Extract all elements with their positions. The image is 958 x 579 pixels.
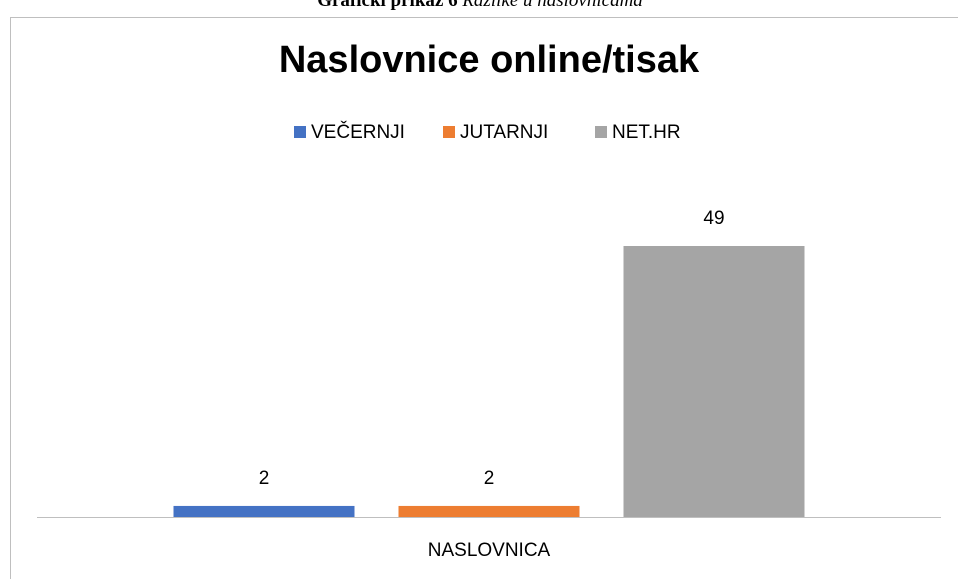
data-label: 2 [484, 468, 495, 489]
bar [173, 505, 355, 517]
caption-label: Grafički prikaz 6 [317, 0, 457, 11]
legend-label: JUTARNJI [460, 122, 548, 143]
legend-swatch [443, 126, 455, 138]
data-label: 49 [703, 208, 724, 229]
bar [623, 246, 805, 517]
bar [398, 505, 580, 517]
legend-label: VEČERNJI [311, 121, 405, 143]
caption-text: Razlike u naslovnicama [461, 0, 642, 11]
caption: Grafički prikaz 6 Razlike u naslovnicama [317, 0, 643, 11]
chart-border [10, 17, 958, 579]
chart-title: Naslovnice online/tisak [279, 39, 700, 81]
data-label: 2 [259, 468, 270, 489]
x-tick-label: NASLOVNICA [428, 540, 551, 561]
legend-label: NET.HR [612, 122, 681, 143]
legend-swatch [595, 126, 607, 138]
legend-swatch [294, 126, 306, 138]
